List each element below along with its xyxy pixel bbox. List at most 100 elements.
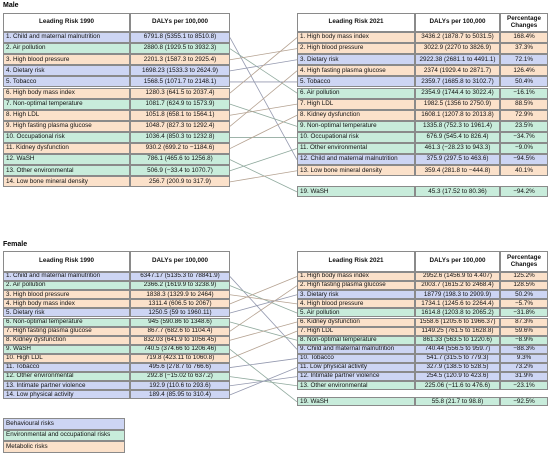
percent-change: −34.7% xyxy=(500,131,548,143)
dalys-value: 1734.1 (1245.6 to 2264.4) xyxy=(415,299,500,309)
dalys-value: 2952.6 (1456.9 to 4.407) xyxy=(415,272,500,282)
risk-name: 2. High fasting plasma glucose xyxy=(297,281,415,291)
dalys-value: 1280.3 (641.5 to 2037.4) xyxy=(130,87,230,99)
risk-name: 3. Dietary risk xyxy=(297,290,415,300)
dalys-value: 3436.2 (1878.7 to 5031.5) xyxy=(415,32,500,44)
risk-name: 10. High LDL xyxy=(3,353,130,363)
dalys-value: 359.4 (281.8 to −444.8) xyxy=(415,165,500,177)
risk-name: 11. Other environmental xyxy=(297,143,415,155)
dalys-value: 1608.1 (1207.8 to 2013.8) xyxy=(415,109,500,121)
risk-name: 5. Air pollution xyxy=(297,308,415,318)
risk-name: 4. High blood pressure xyxy=(297,299,415,309)
dalys-value: 740.5 (374.66 to 1206.46) xyxy=(130,344,230,354)
dalys-value: 1036.4 (850.3 to 1232.8) xyxy=(130,131,230,143)
risk-name: 11. Low physical activity xyxy=(297,363,415,373)
percent-change: 37.3% xyxy=(500,43,548,55)
dalys-value: 1982.5 (1356 to 2750.9) xyxy=(415,98,500,110)
rank-link xyxy=(229,170,298,183)
rank-link xyxy=(229,103,298,116)
risk-name: 6. Kidney dysfunction xyxy=(297,317,415,327)
risk-name: 5. Tobacco xyxy=(297,76,415,88)
risk-name: 3. High blood pressure xyxy=(3,290,130,300)
dalys-value: 2366.2 (1619.9 to 3238.9) xyxy=(130,281,230,291)
dalys-value: 861.33 (563.5 to 1220.6) xyxy=(415,335,500,345)
dalys-value: 1081.7 (624.9 to 1573.9) xyxy=(130,98,230,110)
percent-change: 87.3% xyxy=(500,317,548,327)
dalys-value: 1568.5 (1071.7 to 2148.1) xyxy=(130,76,230,88)
percent-change: 168.4% xyxy=(500,32,548,44)
risk-name: 7. High LDL xyxy=(297,326,415,336)
dalys-value: 254.5 (120.9 to 423.6) xyxy=(415,372,500,382)
percent-change: −92.5% xyxy=(500,397,548,407)
column-header: Leading Risk 2021 xyxy=(297,251,415,272)
dalys-value: 292.8 (−15.02 to 637.2) xyxy=(130,372,230,382)
dalys-value: 930.2 (699.2 to −1184.6) xyxy=(130,143,230,155)
dalys-value: 676.9 (545.4 to 826.4) xyxy=(415,131,500,143)
risk-name: 2. High blood pressure xyxy=(297,43,415,55)
risk-name: 6. Non-optimal temperature xyxy=(3,317,130,327)
column-header: Leading Risk 2021 xyxy=(297,13,415,32)
risk-name: 6. High body mass index xyxy=(3,87,130,99)
rank-link xyxy=(229,37,298,94)
percent-change: −94.5% xyxy=(500,154,548,166)
rank-link xyxy=(229,276,298,350)
rank-link xyxy=(229,70,298,127)
risk-name: 19. WaSH xyxy=(297,397,415,407)
dalys-value: 1250.5 (59 to 1960.11) xyxy=(130,308,230,318)
percent-change: 50.2% xyxy=(500,290,548,300)
dalys-value: 1051.8 (658.1 to 1564.1) xyxy=(130,109,230,121)
risk-name: 2. Air pollution xyxy=(3,281,130,291)
percent-change: 72.9% xyxy=(500,109,548,121)
percent-change: −94.2% xyxy=(500,186,548,198)
risk-name: 8. Kidney dysfunction xyxy=(297,109,415,121)
dalys-value: 719.8 (423.11 to 1060.8) xyxy=(130,353,230,363)
dalys-value: 55.8 (21.7 to 98.8) xyxy=(415,397,500,407)
risk-name: 12. Other environmental xyxy=(3,372,130,382)
rank-link xyxy=(229,48,298,94)
percent-change: 125.2% xyxy=(500,272,548,282)
risk-name: 9. WaSH xyxy=(3,344,130,354)
dalys-value: 327.9 (138.5 to 528.5) xyxy=(415,363,500,373)
percent-change: −16.1% xyxy=(500,87,548,99)
risk-name: 10. Tobacco xyxy=(297,353,415,363)
legend-item: Metabolic risks xyxy=(3,441,125,453)
rank-link xyxy=(229,276,298,305)
risk-name: 9. Child and maternal malnutrition xyxy=(297,344,415,354)
dalys-value: 495.6 (278.7 to 766.6) xyxy=(130,363,230,373)
dalys-value: 740.44 (556.5 to 959.7) xyxy=(415,344,500,354)
percent-change: 40.1% xyxy=(500,165,548,177)
dalys-value: 506.9 (−33.4 to 1070.7) xyxy=(130,165,230,177)
risk-name: 4. Dietary risk xyxy=(3,65,130,77)
risk-name: 7. Non-optimal temperature xyxy=(3,98,130,110)
dalys-value: 6347.17 (5135.3 to 78841.9) xyxy=(130,272,230,282)
risk-name: 19. WaSH xyxy=(297,186,415,198)
risk-name: 5. Tobacco xyxy=(3,76,130,88)
rank-link xyxy=(229,349,298,403)
dalys-value: 225.06 (−11.6 to 476.6) xyxy=(415,381,500,391)
dalys-value: 1335.8 (752.3 to 1961.4) xyxy=(415,120,500,132)
risk-name: 7. High fasting plasma glucose xyxy=(3,326,130,336)
risk-name: 10. Occupational risk xyxy=(297,131,415,143)
rank-link xyxy=(229,114,298,149)
percent-change: 23.5% xyxy=(500,120,548,132)
dalys-value: 189.4 (85.95 to 310.4) xyxy=(130,390,230,400)
dalys-value: 1311.4 (606.5 to 2067) xyxy=(130,299,230,309)
risk-name: 12. Child and maternal malnutrition xyxy=(297,154,415,166)
dalys-value: 3022.9 (2270 to 3826.9) xyxy=(415,43,500,55)
rank-link xyxy=(229,294,298,305)
risk-name: 5. Dietary risk xyxy=(3,308,130,318)
risk-name: 10. Occupational risk xyxy=(3,131,130,143)
percent-change: 128.5% xyxy=(500,281,548,291)
dalys-value: 18779 (198.3 to 2909.9) xyxy=(415,290,500,300)
risk-name: 4. High body mass index xyxy=(3,299,130,309)
column-header: DALYs per 100,000 xyxy=(130,13,230,32)
rank-link xyxy=(229,285,298,332)
column-header: Percentage Changes xyxy=(500,13,548,32)
dalys-value: 461.3 (−28.23 to 943.3) xyxy=(415,143,500,155)
legend-item: Environmental and occupational risks xyxy=(3,429,125,441)
dalys-value: 1558.6 (1205.6 to 1966.37) xyxy=(415,317,500,327)
risk-name: 7. High LDL xyxy=(297,98,415,110)
risk-name: 1. High body mass index xyxy=(297,272,415,282)
